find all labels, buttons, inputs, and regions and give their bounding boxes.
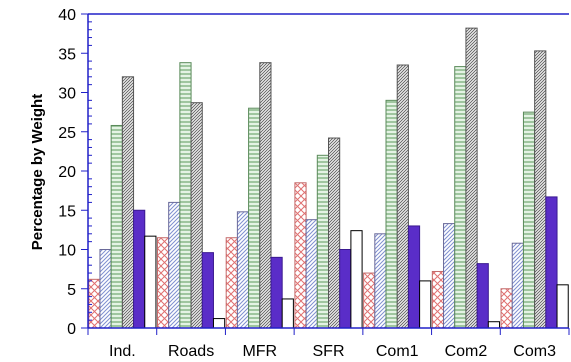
bar-com1-series-4 <box>396 64 409 329</box>
bar-roads-series-1 <box>156 237 170 329</box>
bar-roads-series-3 <box>179 62 192 329</box>
bar-sfr-series-6 <box>350 230 363 329</box>
y-tick-label: 20 <box>58 164 76 181</box>
bar-com2-series-1 <box>431 270 445 329</box>
bar-ind-series-1 <box>88 278 101 329</box>
bar-com1-series-5 <box>407 225 421 329</box>
x-category-label: Com1 <box>376 343 419 360</box>
x-category-label: Com3 <box>513 343 556 360</box>
bar-com2-series-2 <box>443 223 456 329</box>
axes-layer <box>81 13 570 335</box>
y-tick-label: 30 <box>58 86 76 103</box>
bar-ind-series-2 <box>99 249 112 329</box>
bar-mfr-series-5 <box>270 256 283 329</box>
y-tick-label: 0 <box>67 321 76 338</box>
x-category-label: Roads <box>168 343 214 360</box>
bar-com3-series-6 <box>556 284 569 329</box>
bar-sfr-series-5 <box>339 249 352 329</box>
bar-ind-series-5 <box>133 209 146 329</box>
bar-com3-series-1 <box>500 288 513 329</box>
bar-com1-series-2 <box>374 233 387 329</box>
bar-sfr-series-2 <box>305 219 318 329</box>
bar-com2-series-3 <box>454 66 467 329</box>
bar-roads-series-5 <box>201 252 214 329</box>
bar-ind-series-6 <box>144 235 157 329</box>
bar-mfr-series-1 <box>225 237 238 329</box>
bar-com3-series-3 <box>522 111 536 329</box>
bar-com1-series-1 <box>363 272 376 329</box>
y-tick-label: 5 <box>67 282 76 299</box>
bar-sfr-series-1 <box>294 182 307 329</box>
bar-mfr-series-2 <box>236 211 250 329</box>
x-category-label: SFR <box>313 343 345 360</box>
bar-com1-series-3 <box>385 99 398 329</box>
bar-roads-series-2 <box>168 201 181 329</box>
bar-mfr-series-6 <box>281 298 294 329</box>
y-tick-label: 40 <box>58 7 76 24</box>
bar-sfr-series-4 <box>328 137 341 329</box>
bar-com3-series-2 <box>511 242 524 329</box>
y-tick-label: 10 <box>58 243 76 260</box>
bar-roads-series-4 <box>190 102 203 329</box>
bar-com1-series-6 <box>419 280 432 329</box>
y-axis-title: Percentage by Weight <box>29 94 46 250</box>
bar-mfr-series-3 <box>248 107 261 329</box>
y-tick-label: 15 <box>58 203 76 220</box>
x-category-label: Ind. <box>109 343 136 360</box>
bar-com2-series-6 <box>487 321 501 329</box>
y-tick-label: 25 <box>58 125 76 142</box>
bar-mfr-series-4 <box>259 62 272 329</box>
bar-ind-series-3 <box>110 124 123 329</box>
bar-com3-series-4 <box>534 50 547 329</box>
bar-roads-series-6 <box>212 318 226 329</box>
y-tick-label: 35 <box>58 46 76 63</box>
bar-com3-series-5 <box>545 196 558 329</box>
bar-ind-series-4 <box>121 76 135 329</box>
x-category-label: Com2 <box>445 343 488 360</box>
labels-layer: 0 5 10 15 20 25 30 35 40 Ind. Roads MFR SFR Com1 Com2 C… <box>58 7 556 360</box>
bar-sfr-series-3 <box>316 154 329 329</box>
bar-com2-series-4 <box>465 27 478 329</box>
x-category-label: MFR <box>242 343 277 360</box>
bar-com2-series-5 <box>476 263 489 329</box>
bars-layer <box>88 27 569 329</box>
